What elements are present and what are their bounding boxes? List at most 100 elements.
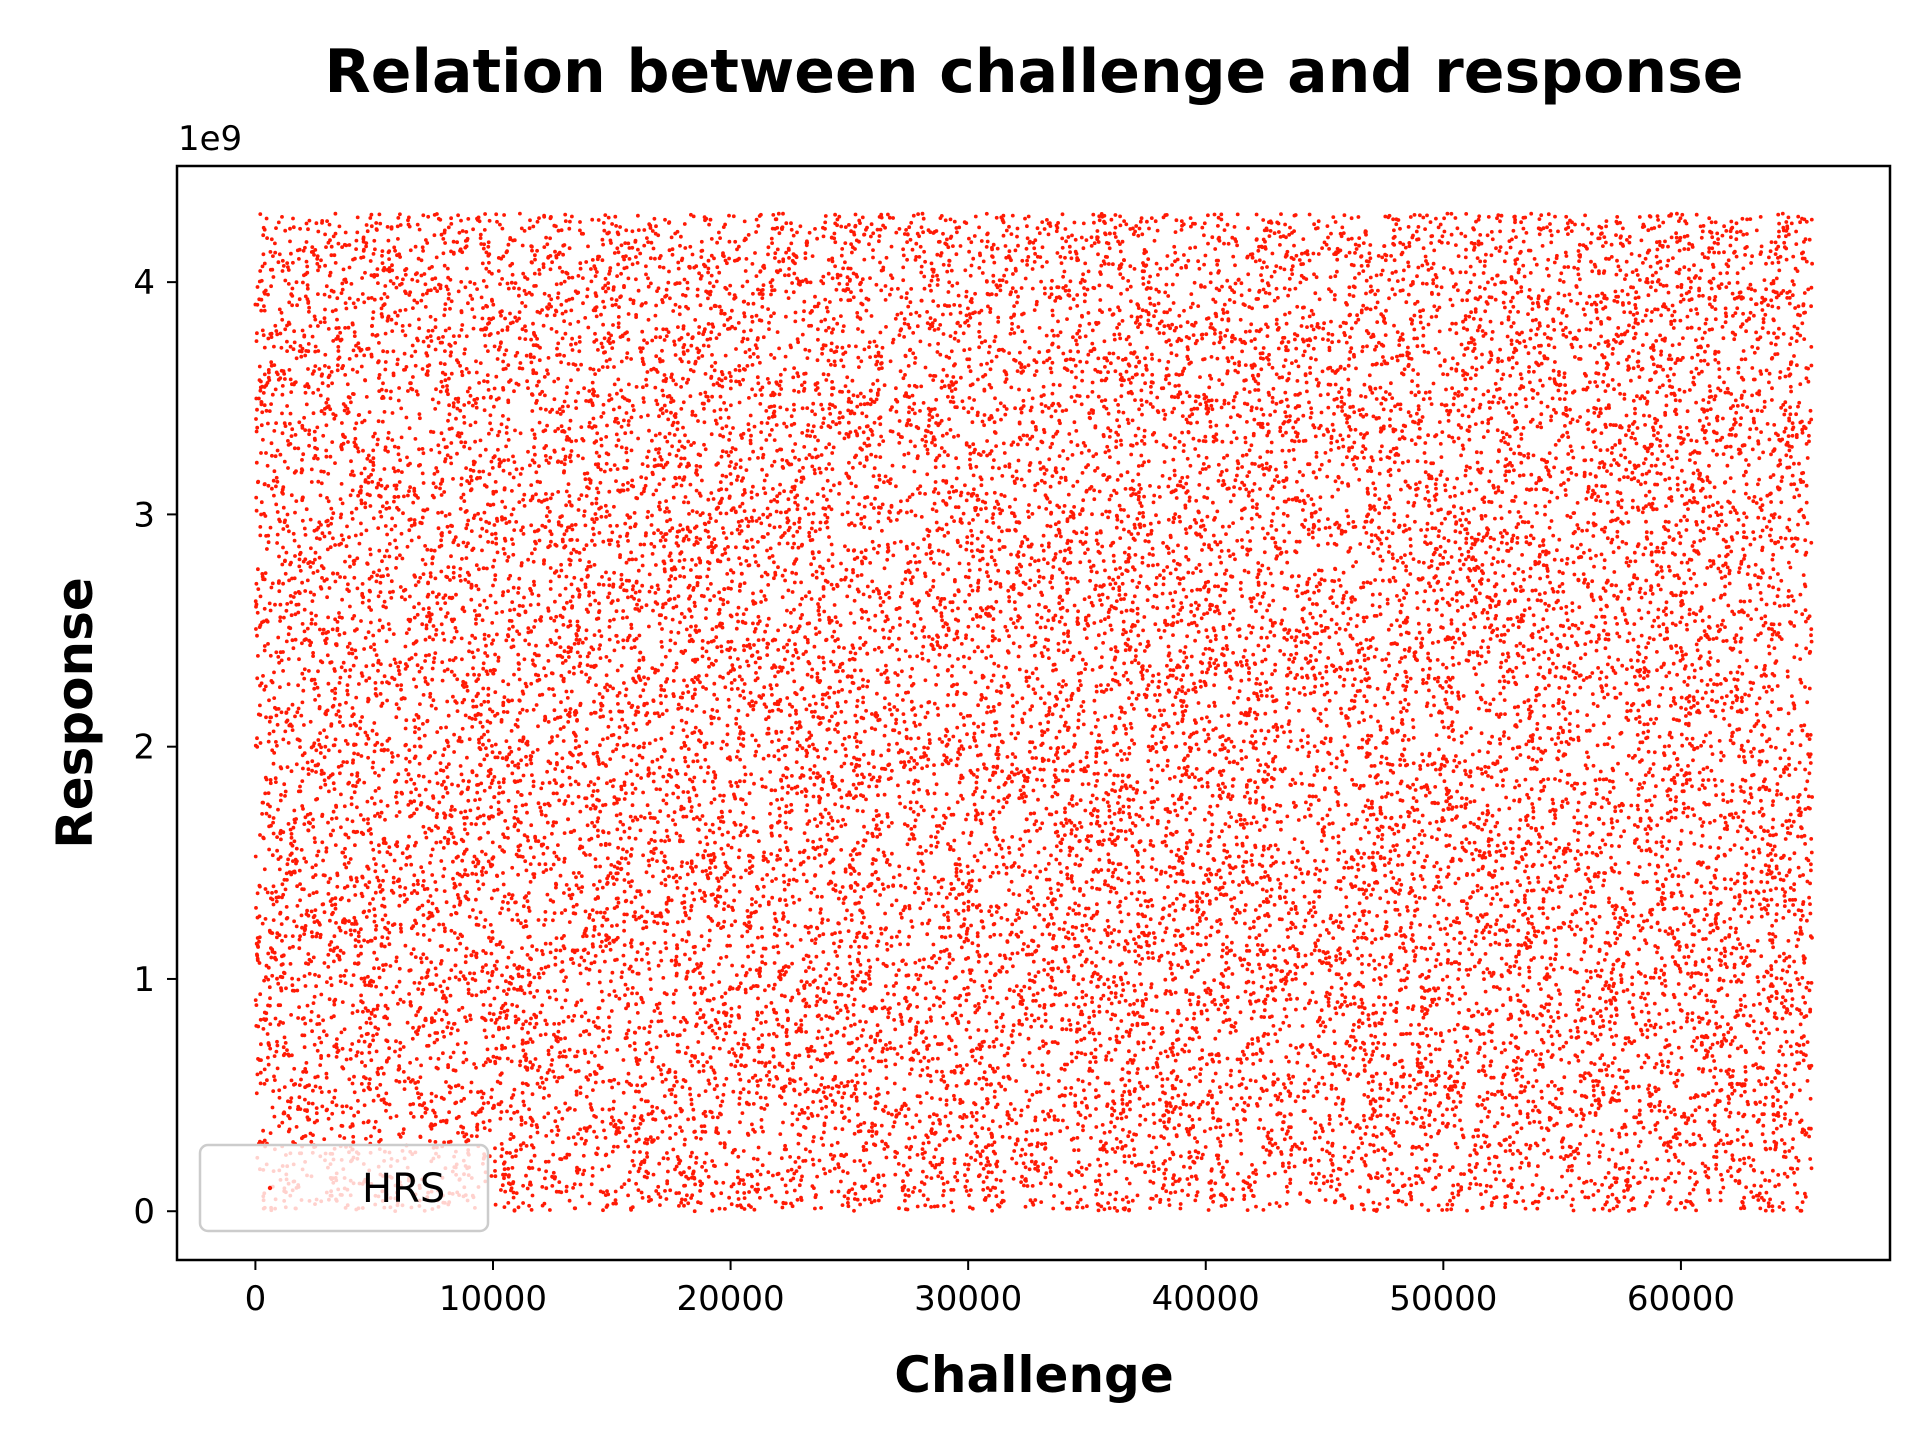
- data-point: [922, 1056, 926, 1060]
- data-point: [1729, 1111, 1733, 1115]
- data-point: [755, 493, 759, 497]
- data-point: [1547, 212, 1551, 216]
- data-point: [1552, 466, 1556, 470]
- data-point: [1460, 393, 1464, 397]
- data-point: [664, 538, 668, 542]
- data-point: [1405, 1120, 1409, 1124]
- data-point: [1553, 866, 1557, 870]
- data-point: [511, 760, 515, 764]
- data-point: [1670, 1051, 1674, 1055]
- data-point: [662, 477, 666, 481]
- data-point: [1303, 1007, 1307, 1011]
- data-point: [1168, 865, 1172, 869]
- data-point: [1597, 342, 1601, 346]
- data-point: [844, 983, 848, 987]
- data-point: [1631, 915, 1635, 919]
- data-point: [1050, 329, 1054, 333]
- data-point: [1518, 1166, 1522, 1170]
- data-point: [1424, 1027, 1428, 1031]
- data-point: [873, 889, 877, 893]
- data-point: [1672, 907, 1676, 911]
- data-point: [568, 1199, 572, 1203]
- data-point: [783, 888, 787, 892]
- data-point: [760, 954, 764, 958]
- data-point: [721, 1181, 725, 1185]
- data-point: [1268, 924, 1272, 928]
- data-point: [1140, 957, 1144, 961]
- data-point: [1129, 453, 1133, 457]
- data-point: [1409, 537, 1413, 541]
- data-point: [363, 1064, 367, 1068]
- data-point: [1562, 308, 1566, 312]
- data-point: [284, 986, 288, 990]
- data-point: [1423, 885, 1427, 889]
- data-point: [762, 335, 766, 339]
- data-point: [493, 345, 497, 349]
- data-point: [745, 257, 749, 261]
- data-point: [738, 1096, 742, 1100]
- data-point: [552, 380, 556, 384]
- data-point: [621, 616, 625, 620]
- data-point: [1407, 738, 1411, 742]
- data-point: [1715, 527, 1719, 531]
- data-point: [1239, 1010, 1243, 1014]
- data-point: [1085, 526, 1089, 530]
- data-point: [1453, 1028, 1457, 1032]
- data-point: [682, 679, 686, 683]
- data-point: [1096, 718, 1100, 722]
- data-point: [1431, 282, 1435, 286]
- data-point: [1263, 1161, 1267, 1165]
- data-point: [305, 265, 309, 269]
- data-point: [1291, 426, 1295, 430]
- data-point: [1325, 670, 1329, 674]
- data-point: [921, 657, 925, 661]
- data-point: [890, 936, 894, 940]
- data-point: [1719, 751, 1723, 755]
- data-point: [1395, 881, 1399, 885]
- data-point: [560, 911, 564, 915]
- data-point: [293, 539, 297, 543]
- data-point: [678, 574, 682, 578]
- data-point: [1698, 419, 1702, 423]
- data-point: [1529, 534, 1533, 538]
- data-point: [1679, 970, 1683, 974]
- data-point: [1790, 741, 1794, 745]
- data-point: [433, 880, 437, 884]
- data-point: [1747, 1156, 1751, 1160]
- data-point: [1326, 517, 1330, 521]
- data-point: [1113, 1206, 1117, 1210]
- data-point: [325, 284, 329, 288]
- data-point: [1496, 460, 1500, 464]
- data-point: [1771, 558, 1775, 562]
- data-point: [841, 1169, 845, 1173]
- data-point: [862, 1121, 866, 1125]
- data-point: [1246, 1103, 1250, 1107]
- data-point: [866, 831, 870, 835]
- data-point: [1262, 260, 1266, 264]
- data-point: [1116, 403, 1120, 407]
- data-point: [1011, 1041, 1015, 1045]
- data-point: [443, 669, 447, 673]
- data-point: [719, 1104, 723, 1108]
- data-point: [1283, 286, 1287, 290]
- data-point: [982, 1180, 986, 1184]
- data-point: [1116, 461, 1120, 465]
- data-point: [621, 1126, 625, 1130]
- data-point: [1240, 350, 1244, 354]
- data-point: [992, 765, 996, 769]
- data-point: [1344, 628, 1348, 632]
- data-point: [1087, 1016, 1091, 1020]
- data-point: [857, 945, 861, 949]
- data-point: [637, 1126, 641, 1130]
- data-point: [490, 1174, 494, 1178]
- data-point: [814, 626, 818, 630]
- data-point: [1767, 256, 1771, 260]
- data-point: [1188, 496, 1192, 500]
- data-point: [360, 276, 364, 280]
- data-point: [1805, 986, 1809, 990]
- data-point: [426, 215, 430, 219]
- data-point: [1580, 529, 1584, 533]
- data-point: [565, 1185, 569, 1189]
- data-point: [556, 377, 560, 381]
- data-point: [1752, 1158, 1756, 1162]
